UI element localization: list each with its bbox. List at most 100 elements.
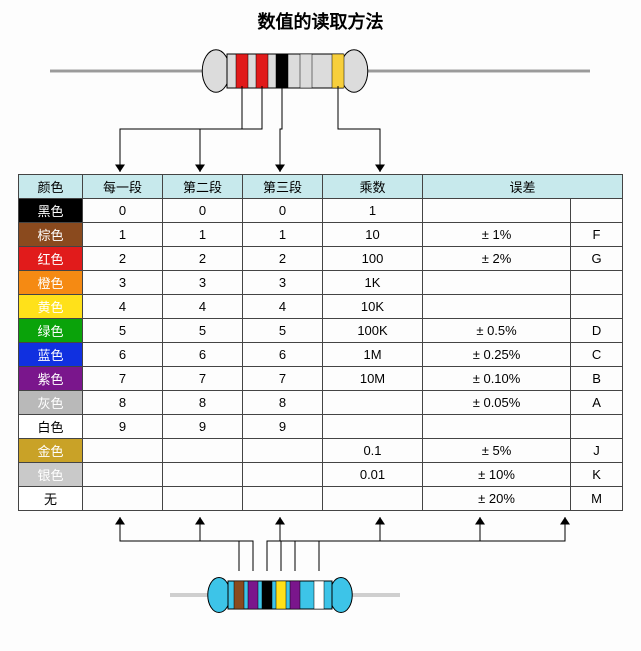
swatch-cell: 金色 [19, 439, 83, 463]
cell-multiplier: 10K [323, 295, 423, 319]
cell-band1: 5 [83, 319, 163, 343]
swatch-cell: 黑色 [19, 199, 83, 223]
top-resistor-stage [0, 34, 641, 174]
cell-band2: 0 [163, 199, 243, 223]
cell-band2: 4 [163, 295, 243, 319]
col-header-5: 误差 [423, 175, 623, 199]
cell-band2: 7 [163, 367, 243, 391]
cell-tolerance: ± 0.10% [423, 367, 571, 391]
cell-multiplier [323, 391, 423, 415]
col-header-4: 乘数 [323, 175, 423, 199]
cell-band2 [163, 487, 243, 511]
cell-band2: 1 [163, 223, 243, 247]
table-row: 黄色44410K [19, 295, 623, 319]
table-row: 金色 0.1± 5%J [19, 439, 623, 463]
cell-letter: F [571, 223, 623, 247]
cell-letter [571, 271, 623, 295]
swatch-cell: 绿色 [19, 319, 83, 343]
cell-band3: 3 [243, 271, 323, 295]
cell-letter: A [571, 391, 623, 415]
cell-letter: K [571, 463, 623, 487]
cell-letter: D [571, 319, 623, 343]
swatch-cell: 黄色 [19, 295, 83, 319]
cell-multiplier: 10 [323, 223, 423, 247]
cell-band3: 1 [243, 223, 323, 247]
cell-multiplier: 0.1 [323, 439, 423, 463]
table-row: 紫色77710M± 0.10%B [19, 367, 623, 391]
table-row: 棕色11110± 1%F [19, 223, 623, 247]
cell-tolerance: ± 5% [423, 439, 571, 463]
swatch-cell: 银色 [19, 463, 83, 487]
cell-multiplier: 0.01 [323, 463, 423, 487]
cell-letter: G [571, 247, 623, 271]
cell-band1: 8 [83, 391, 163, 415]
cell-tolerance [423, 199, 571, 223]
cell-tolerance: ± 10% [423, 463, 571, 487]
cell-multiplier: 10M [323, 367, 423, 391]
cell-tolerance: ± 20% [423, 487, 571, 511]
cell-band1: 6 [83, 343, 163, 367]
cell-multiplier: 100K [323, 319, 423, 343]
cell-letter [571, 295, 623, 319]
cell-band1: 3 [83, 271, 163, 295]
table-row: 白色999 [19, 415, 623, 439]
cell-band2: 6 [163, 343, 243, 367]
swatch-cell: 蓝色 [19, 343, 83, 367]
swatch-cell: 红色 [19, 247, 83, 271]
cell-multiplier: 100 [323, 247, 423, 271]
cell-letter: B [571, 367, 623, 391]
cell-band2 [163, 463, 243, 487]
cell-band3: 9 [243, 415, 323, 439]
swatch-cell: 无 [19, 487, 83, 511]
cell-band1 [83, 439, 163, 463]
cell-tolerance: ± 0.5% [423, 319, 571, 343]
cell-band2: 2 [163, 247, 243, 271]
col-header-1: 每一段 [83, 175, 163, 199]
cell-band3 [243, 439, 323, 463]
cell-band1: 9 [83, 415, 163, 439]
cell-band3: 4 [243, 295, 323, 319]
bottom-resistor-stage [0, 511, 641, 621]
cell-band2: 8 [163, 391, 243, 415]
col-header-2: 第二段 [163, 175, 243, 199]
cell-letter [571, 199, 623, 223]
cell-band3: 6 [243, 343, 323, 367]
col-header-3: 第三段 [243, 175, 323, 199]
cell-letter: C [571, 343, 623, 367]
cell-tolerance: ± 2% [423, 247, 571, 271]
cell-tolerance: ± 1% [423, 223, 571, 247]
cell-band2 [163, 439, 243, 463]
cell-band3: 2 [243, 247, 323, 271]
swatch-cell: 橙色 [19, 271, 83, 295]
cell-tolerance [423, 415, 571, 439]
table-row: 灰色888± 0.05%A [19, 391, 623, 415]
cell-band1 [83, 463, 163, 487]
table-row: 绿色555100K± 0.5%D [19, 319, 623, 343]
col-header-0: 颜色 [19, 175, 83, 199]
cell-band1: 2 [83, 247, 163, 271]
cell-tolerance: ± 0.05% [423, 391, 571, 415]
color-table: 颜色每一段第二段第三段乘数误差黑色0001棕色11110± 1%F红色22210… [18, 174, 623, 511]
cell-tolerance: ± 0.25% [423, 343, 571, 367]
table-row: 银色 0.01± 10%K [19, 463, 623, 487]
cell-band2: 3 [163, 271, 243, 295]
cell-letter [571, 415, 623, 439]
cell-band3 [243, 463, 323, 487]
cell-band3: 5 [243, 319, 323, 343]
cell-tolerance [423, 271, 571, 295]
cell-multiplier: 1 [323, 199, 423, 223]
cell-multiplier: 1K [323, 271, 423, 295]
cell-multiplier [323, 415, 423, 439]
table-row: 无 ± 20%M [19, 487, 623, 511]
cell-band2: 5 [163, 319, 243, 343]
page-title: 数值的读取方法 [0, 0, 641, 34]
table-row: 蓝色6661M± 0.25%C [19, 343, 623, 367]
cell-letter: M [571, 487, 623, 511]
table-row: 黑色0001 [19, 199, 623, 223]
cell-band1 [83, 487, 163, 511]
cell-band1: 4 [83, 295, 163, 319]
swatch-cell: 棕色 [19, 223, 83, 247]
cell-letter: J [571, 439, 623, 463]
swatch-cell: 白色 [19, 415, 83, 439]
swatch-cell: 灰色 [19, 391, 83, 415]
